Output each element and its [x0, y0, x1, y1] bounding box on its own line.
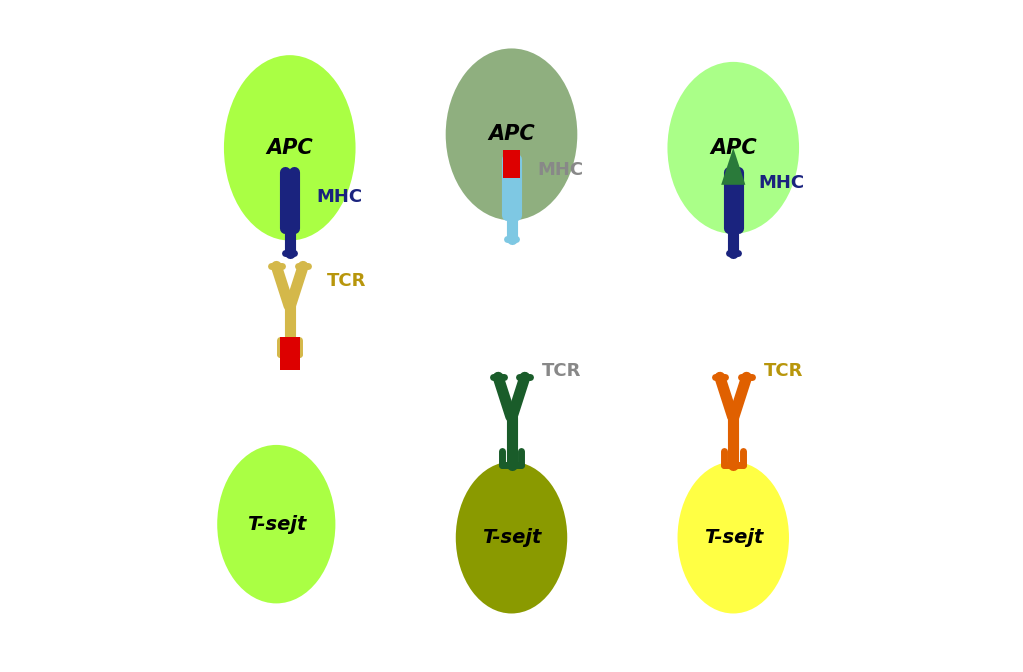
Text: T-sejt: T-sejt — [247, 515, 306, 534]
Text: APC: APC — [488, 124, 535, 144]
Text: MHC: MHC — [537, 161, 583, 179]
Text: APC: APC — [710, 138, 757, 158]
Text: TCR: TCR — [763, 362, 803, 380]
Text: T-sejt: T-sejt — [704, 528, 763, 547]
Ellipse shape — [454, 460, 569, 615]
Ellipse shape — [216, 444, 337, 605]
Ellipse shape — [444, 47, 579, 222]
Ellipse shape — [223, 54, 357, 242]
Text: TCR: TCR — [326, 271, 366, 290]
FancyBboxPatch shape — [503, 150, 520, 178]
Text: APC: APC — [266, 138, 313, 158]
Ellipse shape — [666, 60, 800, 235]
Text: TCR: TCR — [542, 362, 581, 380]
Text: T-sejt: T-sejt — [482, 528, 541, 547]
Text: MHC: MHC — [759, 174, 805, 192]
Text: MHC: MHC — [317, 187, 363, 206]
Ellipse shape — [676, 460, 791, 615]
FancyBboxPatch shape — [279, 337, 300, 370]
Polygon shape — [721, 148, 746, 185]
